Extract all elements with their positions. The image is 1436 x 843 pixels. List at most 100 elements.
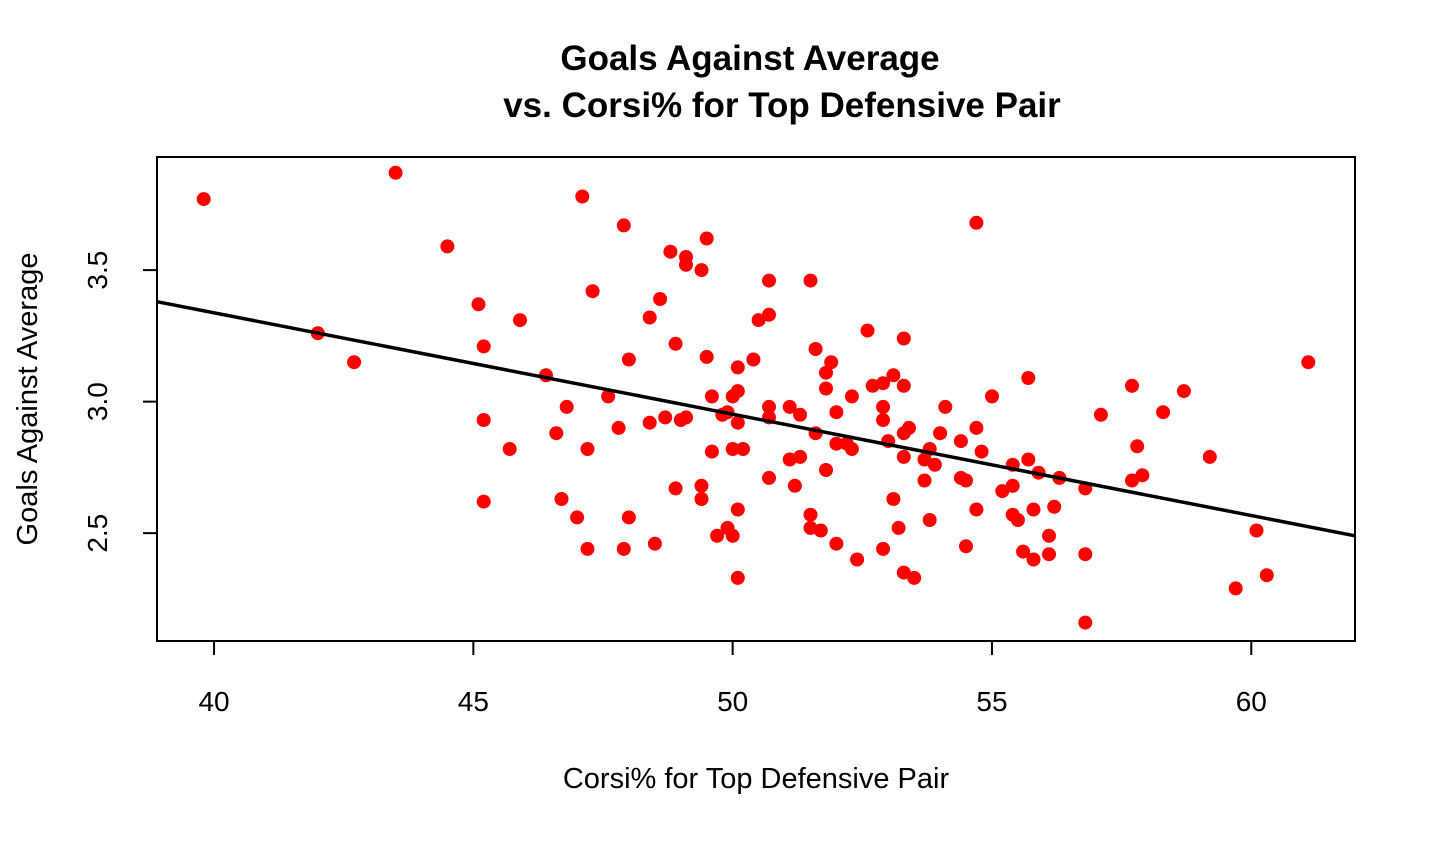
data-point — [824, 355, 839, 370]
data-point — [1093, 407, 1108, 422]
data-point — [829, 405, 844, 420]
data-point — [917, 473, 932, 488]
x-tick-label: 55 — [976, 686, 1007, 717]
chart-title-line-2: vs. Corsi% for Top Defensive Pair — [503, 86, 1061, 125]
data-point — [1249, 523, 1264, 538]
data-point — [1021, 452, 1036, 467]
data-point — [476, 494, 491, 509]
data-point — [668, 481, 683, 496]
data-point — [995, 484, 1010, 499]
data-point — [679, 257, 693, 272]
data-point — [730, 415, 745, 430]
data-point — [829, 436, 844, 451]
data-point — [694, 478, 709, 493]
y-tick-label: 3.5 — [82, 251, 113, 290]
data-point — [704, 444, 719, 459]
data-point — [699, 349, 714, 364]
data-point — [762, 399, 776, 414]
x-axis: 40 45 50 55 60 — [198, 640, 1267, 717]
plot-area — [156, 165, 1356, 630]
data-point — [1016, 544, 1031, 559]
data-point — [974, 444, 989, 459]
data-point — [1026, 552, 1041, 567]
data-point — [969, 215, 984, 230]
data-point — [513, 313, 527, 328]
data-point — [1176, 384, 1191, 399]
data-point — [819, 381, 833, 396]
data-point — [1156, 405, 1171, 420]
y-axis: 2.5 3.0 3.5 — [82, 251, 158, 553]
data-point — [730, 360, 745, 375]
data-point — [196, 192, 211, 207]
y-tick-label: 3.0 — [82, 382, 113, 421]
data-point — [959, 473, 973, 488]
data-point — [1078, 615, 1093, 630]
data-point — [803, 273, 818, 288]
data-point — [668, 336, 683, 351]
data-point — [642, 310, 657, 325]
data-point — [876, 376, 891, 391]
x-tick-label: 40 — [198, 686, 229, 717]
data-point — [616, 541, 631, 556]
data-point — [1259, 568, 1274, 583]
data-point — [1026, 502, 1041, 517]
y-axis-title: Goals Against Average — [12, 253, 44, 546]
data-point — [876, 413, 891, 427]
data-point — [902, 420, 916, 435]
data-point — [1010, 513, 1025, 527]
data-point — [793, 407, 808, 422]
data-point — [829, 536, 844, 551]
x-axis-title: Corsi% for Top Defensive Pair — [563, 763, 950, 795]
data-point — [559, 399, 574, 414]
data-point — [793, 449, 808, 464]
x-tick-label: 50 — [717, 686, 748, 717]
data-point — [1202, 449, 1217, 464]
data-point — [580, 442, 595, 456]
data-point — [725, 528, 740, 543]
data-point — [725, 442, 740, 456]
data-point — [819, 463, 833, 477]
data-point — [616, 218, 631, 233]
data-point — [762, 307, 776, 322]
data-point — [886, 492, 901, 506]
data-point — [1130, 439, 1145, 454]
data-point — [1005, 478, 1020, 493]
data-point — [917, 452, 932, 467]
x-tick-label: 60 — [1236, 686, 1267, 717]
data-point — [570, 510, 585, 525]
data-point — [704, 389, 719, 404]
data-point — [969, 420, 984, 435]
data-point — [1042, 528, 1056, 543]
data-point — [886, 368, 901, 383]
data-point — [388, 165, 403, 180]
data-point — [819, 365, 833, 380]
data-point — [782, 399, 797, 414]
data-point — [1047, 499, 1062, 514]
data-point — [808, 342, 823, 356]
data-point — [907, 570, 922, 585]
data-point — [1042, 547, 1056, 562]
data-point — [896, 331, 911, 346]
data-point — [694, 263, 709, 278]
data-point — [476, 339, 491, 354]
data-point — [860, 323, 875, 338]
chart-title-line-1: Goals Against Average — [560, 39, 939, 78]
data-point — [751, 313, 766, 328]
data-point — [953, 434, 968, 449]
data-point — [803, 507, 818, 522]
data-point — [938, 399, 953, 414]
data-point — [762, 470, 776, 485]
data-point — [844, 389, 859, 404]
data-point — [813, 523, 828, 538]
data-point — [1125, 378, 1139, 393]
data-point — [621, 510, 636, 525]
plot-frame — [156, 156, 1356, 642]
data-point — [969, 502, 984, 517]
data-point — [876, 541, 891, 556]
data-point — [933, 426, 948, 441]
data-point — [699, 231, 714, 246]
regression-line — [156, 299, 1356, 538]
data-point — [922, 513, 937, 527]
